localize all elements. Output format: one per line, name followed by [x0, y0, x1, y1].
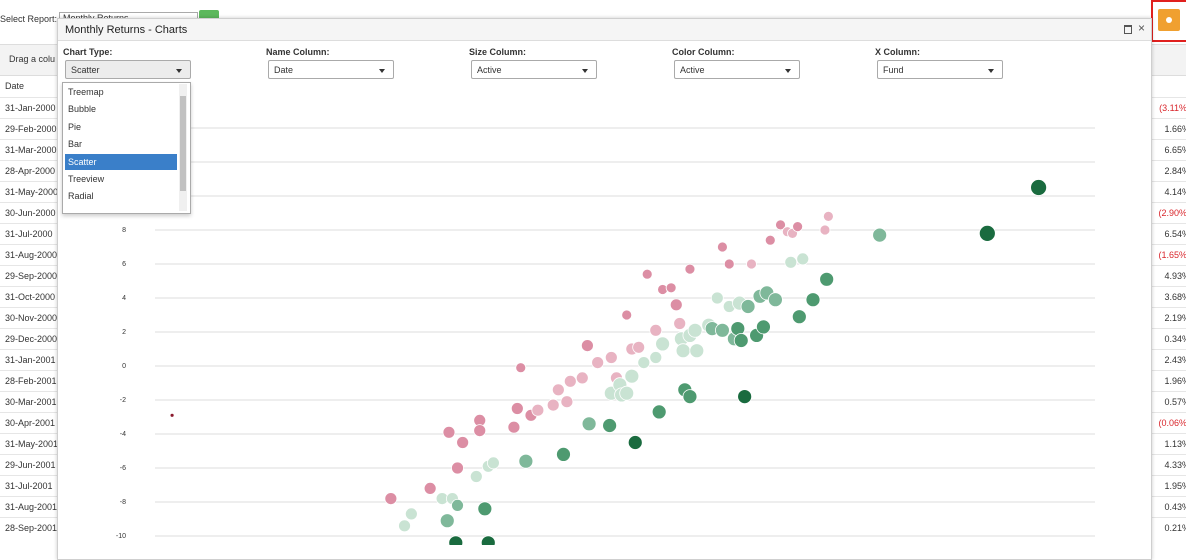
return-cell: 3.68% [1164, 292, 1186, 302]
date-cell: 30-Mar-2001 [5, 397, 57, 407]
return-cell: 4.33% [1164, 460, 1186, 470]
chart-button[interactable] [1158, 9, 1180, 31]
return-cell: 1.96% [1164, 376, 1186, 386]
chart-type-option[interactable]: Pie [68, 121, 82, 132]
return-cell: 2.43% [1164, 355, 1186, 365]
return-cell: 0.43% [1164, 502, 1186, 512]
scrollbar [179, 84, 187, 211]
control-label: Chart Type: [63, 47, 113, 57]
close-button[interactable]: × [1138, 21, 1146, 35]
date-cell: 31-Jul-2001 [5, 481, 53, 491]
return-cell: (0.06%) [1158, 418, 1186, 428]
return-cell: 2.84% [1164, 166, 1186, 176]
date-cell: 29-Sep-2000 [5, 271, 58, 281]
date-header: Date [5, 81, 25, 91]
control-label: Color Column: [672, 47, 735, 57]
date-cell: 31-Oct-2000 [5, 292, 56, 302]
chart-type-list: Treemap Bubble Pie Bar Scatter Treeview Radial [62, 82, 191, 214]
control-select[interactable]: Scatter [65, 60, 191, 79]
chart-type-option[interactable]: Bar [68, 139, 83, 150]
date-cell: 28-Feb-2001 [5, 376, 57, 386]
date-cell: 30-Apr-2001 [5, 418, 56, 428]
chart-icon [1166, 17, 1172, 23]
return-cell: 1.95% [1164, 481, 1186, 491]
chart-modal: Monthly Returns - Charts × Chart Type: Sc… [57, 18, 1152, 560]
return-cell: 1.13% [1164, 439, 1186, 449]
chart-type-option[interactable]: Bubble [68, 104, 97, 115]
date-cell: 29-Jun-2001 [5, 460, 56, 470]
date-cell: 31-May-2000 [5, 187, 59, 197]
date-cell: 31-Jul-2000 [5, 229, 53, 239]
select-label: Select Report: [0, 14, 58, 24]
return-cell: 0.21% [1164, 523, 1186, 533]
return-cell: 4.14% [1164, 187, 1186, 197]
control-label: Size Column: [469, 47, 527, 57]
scroll-thumb[interactable] [180, 96, 186, 191]
return-cell: (2.90%) [1158, 208, 1186, 218]
chart-type-option[interactable]: Treeview [68, 174, 105, 184]
drag-hint: Drag a colu [9, 54, 56, 64]
date-cell: 31-Jan-2001 [5, 355, 56, 365]
date-cell: 30-Jun-2000 [5, 208, 56, 218]
modal-title: Monthly Returns - Charts [65, 24, 188, 36]
highlight-box [1151, 0, 1186, 42]
return-cell: 0.34% [1164, 334, 1186, 344]
date-cell: 30-Nov-2000 [5, 313, 58, 323]
control-select[interactable]: Active [471, 60, 597, 79]
control-select[interactable]: Fund [877, 60, 1003, 79]
date-cell: 31-Mar-2000 [5, 145, 57, 155]
control-select[interactable]: Active [674, 60, 800, 79]
return-cell: 2.19% [1164, 313, 1186, 323]
date-cell: 31-Aug-2001 [5, 502, 58, 512]
date-cell: 28-Sep-2001 [5, 523, 58, 533]
control-label: Name Column: [266, 47, 330, 57]
date-cell: 31-Aug-2000 [5, 250, 58, 260]
return-cell: (3.11%) [1159, 103, 1186, 113]
date-cell: 31-Jan-2000 [5, 103, 56, 113]
date-cell: 29-Feb-2000 [5, 124, 57, 134]
date-cell: 29-Dec-2000 [5, 334, 58, 344]
control-label: X Column: [875, 47, 920, 57]
chart-type-option[interactable]: Radial [68, 191, 94, 202]
return-cell: 6.54% [1164, 229, 1186, 239]
date-cell: 31-May-2001 [5, 439, 59, 449]
chart-type-option[interactable]: Scatter [65, 153, 177, 170]
date-cell: 28-Apr-2000 [5, 166, 56, 176]
modal-header: Monthly Returns - Charts × [58, 19, 1151, 41]
return-cell: 0.57% [1164, 397, 1186, 407]
control-select[interactable]: Date [268, 60, 394, 79]
chart-type-option[interactable]: Treemap [68, 87, 104, 97]
return-cell: 1.66% [1164, 124, 1186, 134]
return-cell: 6.65% [1164, 145, 1186, 155]
return-cell: 4.93% [1164, 271, 1186, 281]
return-cell: (1.65%) [1158, 250, 1186, 260]
maximize-button[interactable] [1124, 25, 1132, 34]
